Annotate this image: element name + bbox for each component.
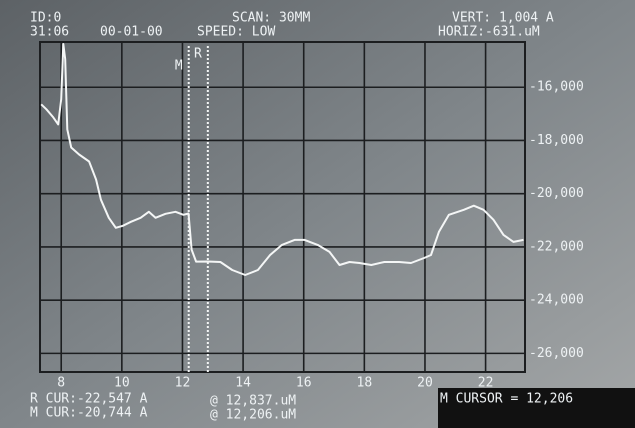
screen-annotation: SPEED: LOW [197, 25, 275, 40]
screen-annotation: M CURSOR = 12,206 [440, 392, 573, 407]
cursor-label: M [175, 59, 183, 74]
y-tick-label: -26,000 [529, 346, 584, 361]
x-tick-label: 20 [417, 376, 433, 391]
screen-annotation: SCAN: 30MM [232, 11, 310, 26]
x-tick-label: 16 [296, 376, 312, 391]
screen-annotation: ID:0 [30, 11, 61, 26]
y-tick-label: -18,000 [529, 133, 584, 148]
screen-background [0, 0, 635, 428]
y-tick-label: -16,000 [529, 80, 584, 95]
screen: -16,000 -18,000 -20,000 -22,000 -24,000 -26,0… [0, 0, 635, 428]
y-tick-label: -20,000 [529, 186, 584, 201]
y-tick-label: -24,000 [529, 293, 584, 308]
cursor-label: R [194, 47, 202, 62]
screen-annotation: 31:06 [30, 25, 69, 40]
x-tick-label: 22 [478, 376, 494, 391]
screen-annotation: VERT: 1,004 A [452, 11, 554, 26]
x-tick-label: 18 [357, 376, 373, 391]
x-tick-label: 14 [235, 376, 251, 391]
x-tick-label: 10 [114, 376, 130, 391]
screen-annotation: @ 12,206.uM [210, 408, 296, 423]
y-tick-label: -22,000 [529, 239, 584, 254]
screen-annotation: HORIZ:-631.uM [438, 25, 540, 40]
screen-annotation: 00-01-00 [100, 25, 163, 40]
screen-annotation: @ 12,837.uM [210, 394, 296, 409]
screen-annotation: M CUR:-20,744 A [30, 406, 148, 421]
x-tick-label: 8 [57, 376, 65, 391]
screen-annotation: R CUR:-22,547 A [30, 392, 148, 407]
x-tick-label: 12 [175, 376, 191, 391]
page: {"chart_data": { "type": "line", "annota… [0, 0, 635, 428]
